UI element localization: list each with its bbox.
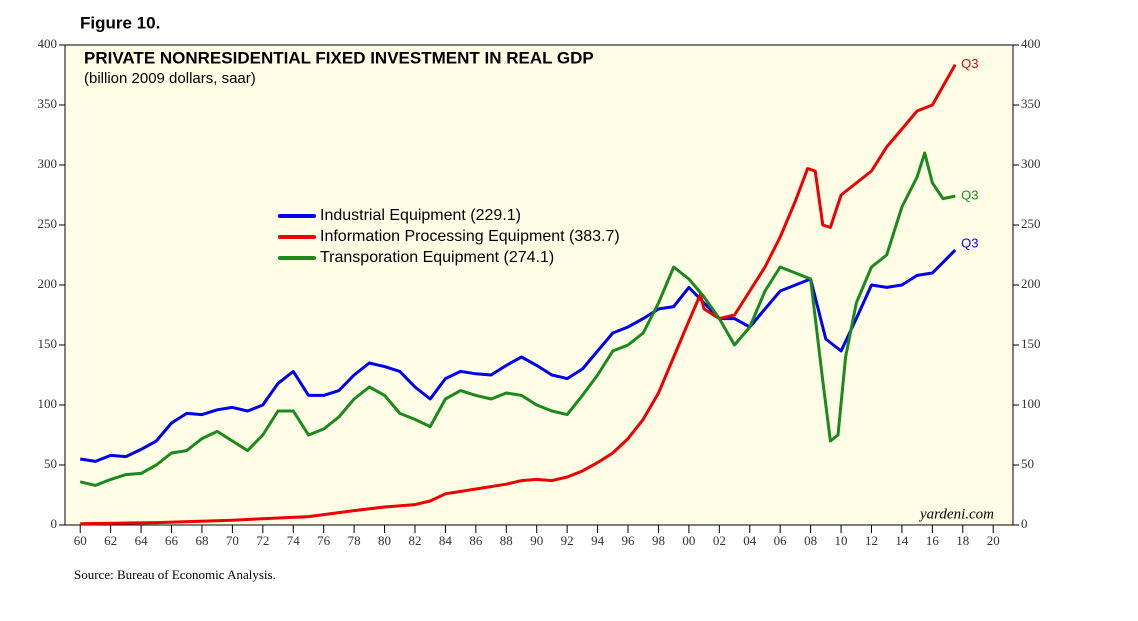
- x-tick-label: 82: [408, 533, 421, 548]
- x-tick-label: 90: [530, 533, 543, 548]
- y2-tick-label: 50: [1021, 456, 1034, 471]
- y-tick-label: 350: [38, 96, 58, 111]
- chart-title: PRIVATE NONRESIDENTIAL FIXED INVESTMENT …: [84, 48, 594, 67]
- x-tick-label: 20: [987, 533, 1000, 548]
- x-tick-label: 96: [622, 533, 636, 548]
- chart-subtitle: (billion 2009 dollars, saar): [84, 70, 256, 87]
- legend-label: Information Processing Equipment (383.7): [320, 228, 620, 245]
- y2-tick-label: 0: [1021, 516, 1028, 531]
- end-label: Q3: [961, 56, 978, 71]
- x-tick-label: 72: [256, 533, 269, 548]
- watermark: yardeni.com: [918, 506, 994, 522]
- x-tick-label: 04: [743, 533, 757, 548]
- x-tick-label: 08: [804, 533, 817, 548]
- x-tick-label: 62: [104, 533, 117, 548]
- x-tick-label: 98: [652, 533, 665, 548]
- x-tick-label: 92: [561, 533, 574, 548]
- figure-label: Figure 10.: [80, 13, 160, 32]
- y-tick-label: 300: [38, 156, 58, 171]
- series-line: [80, 63, 957, 526]
- x-tick-label: 84: [439, 533, 453, 548]
- end-label: Q3: [961, 236, 978, 251]
- x-tick-label: 14: [895, 533, 909, 548]
- y2-tick-label: 250: [1021, 216, 1041, 231]
- x-tick-label: 10: [835, 533, 848, 548]
- x-tick-label: 80: [378, 533, 391, 548]
- x-tick-label: 74: [287, 533, 301, 548]
- x-tick-label: 02: [713, 533, 726, 548]
- x-tick-label: 66: [165, 533, 179, 548]
- plot-area: [64, 44, 1014, 526]
- x-tick-label: 78: [348, 533, 361, 548]
- y2-tick-label: 100: [1021, 396, 1041, 411]
- y2-tick-label: 400: [1021, 36, 1041, 51]
- y2-tick-label: 200: [1021, 276, 1041, 291]
- y-tick-label: 250: [38, 216, 58, 231]
- x-tick-label: 68: [195, 533, 208, 548]
- y-tick-label: 50: [44, 456, 57, 471]
- legend-label: Transporation Equipment (274.1): [320, 249, 554, 266]
- x-tick-label: 70: [226, 533, 239, 548]
- source-note: Source: Bureau of Economic Analysis.: [74, 567, 276, 582]
- x-tick-label: 16: [926, 533, 940, 548]
- y-tick-label: 0: [51, 516, 58, 531]
- x-tick-label: 06: [774, 533, 788, 548]
- y2-tick-label: 350: [1021, 96, 1041, 111]
- x-tick-label: 64: [135, 533, 149, 548]
- series-line: [79, 249, 957, 463]
- y-tick-label: 100: [38, 396, 58, 411]
- x-tick-label: 88: [500, 533, 513, 548]
- legend-label: Industrial Equipment (229.1): [320, 207, 521, 224]
- y-tick-label: 400: [38, 36, 58, 51]
- y-tick-label: 200: [38, 276, 58, 291]
- x-tick-label: 76: [317, 533, 331, 548]
- x-tick-label: 18: [956, 533, 969, 548]
- x-tick-label: 12: [865, 533, 878, 548]
- y2-tick-label: 300: [1021, 156, 1041, 171]
- end-label: Q3: [961, 188, 978, 203]
- x-tick-label: 94: [591, 533, 605, 548]
- x-tick-label: 60: [74, 533, 87, 548]
- series-line: [79, 151, 956, 487]
- x-tick-label: 86: [469, 533, 483, 548]
- y-tick-label: 150: [38, 336, 58, 351]
- y2-tick-label: 150: [1021, 336, 1041, 351]
- x-tick-label: 00: [682, 533, 695, 548]
